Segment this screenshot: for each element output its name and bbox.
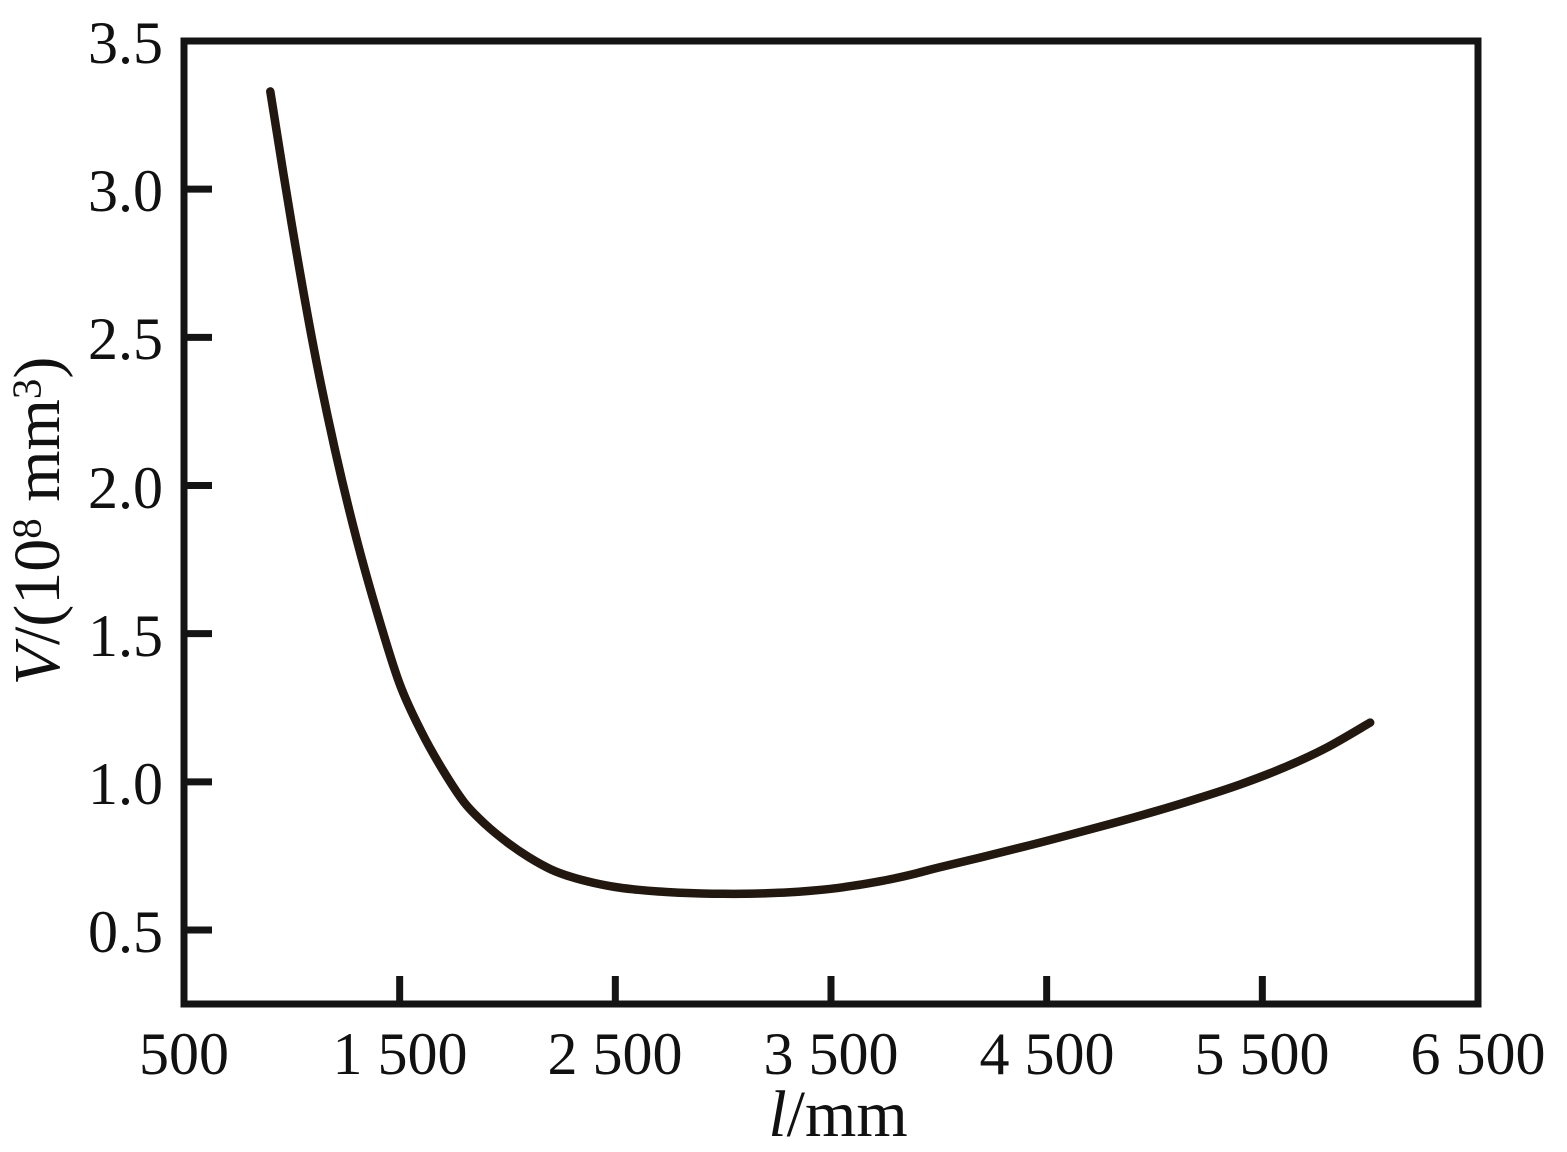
y-axis-superscript-8: 8 [4, 518, 50, 539]
x-tick-label-6500: 6 500 [1410, 1021, 1546, 1087]
y-tick-label-1-5: 1.5 [88, 602, 163, 669]
y-tick-label-0-5: 0.5 [88, 898, 163, 965]
volume-curve [266, 87, 1375, 899]
x-tick-label-4500: 4 500 [979, 1021, 1115, 1087]
y-axis-label: V/(108 mm3) [1, 356, 74, 686]
y-tick-label-1-0: 1.0 [88, 750, 163, 817]
x-axis-ticks [180, 976, 1482, 1004]
x-axis-unit: /mm [786, 1078, 908, 1151]
x-tick-label-5500: 5 500 [1194, 1021, 1330, 1087]
y-tick-label-3-0: 3.0 [88, 157, 163, 224]
y-tick-label-2-5: 2.5 [88, 305, 163, 372]
plot-frame [180, 37, 1482, 1008]
x-tick-label-1500: 1 500 [332, 1021, 468, 1087]
y-axis-variable: V [1, 645, 74, 686]
x-tick-label-500: 500 [139, 1021, 229, 1087]
y-axis-superscript-3: 3 [4, 378, 50, 400]
x-tick-label-3500: 3 500 [763, 1021, 899, 1087]
x-tick-label-2500: 2 500 [547, 1021, 683, 1087]
x-axis-variable: l [768, 1078, 787, 1151]
x-axis-label: l/mm [768, 1082, 907, 1148]
y-tick-label-3-5: 3.5 [88, 9, 163, 76]
y-tick-label-2-0: 2.0 [88, 454, 163, 521]
y-axis-ticks [184, 37, 212, 934]
